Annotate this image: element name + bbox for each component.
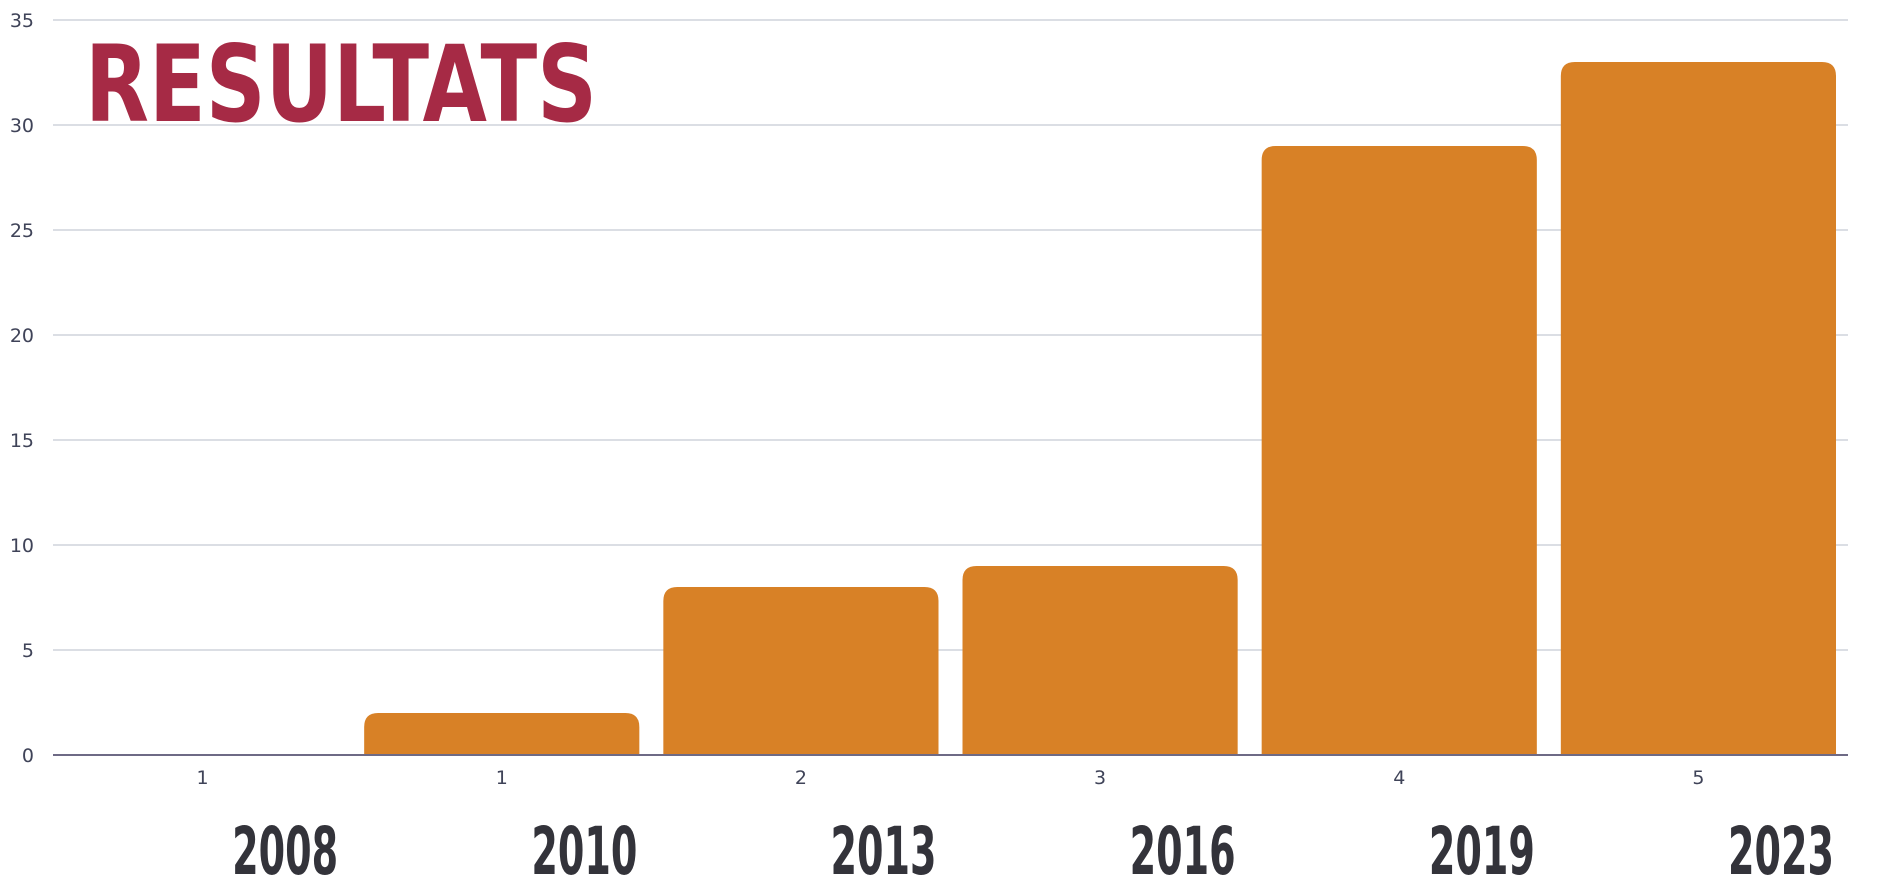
y-axis-ticks: 0 5 10 15 20 25 30 35 — [10, 10, 34, 767]
y-tick-label: 0 — [22, 745, 34, 767]
chart-title: RESULTATS — [85, 23, 597, 146]
gridlines — [53, 19, 1848, 651]
y-tick-label: 5 — [22, 640, 34, 662]
bar-2016 — [962, 566, 1238, 755]
x-tick-label: 3 — [1094, 767, 1106, 789]
x-tick-label: 5 — [1692, 767, 1704, 789]
year-label: 2019 — [1429, 813, 1535, 875]
y-tick-label: 30 — [10, 115, 34, 137]
year-label: 2008 — [232, 813, 338, 875]
year-label: 2013 — [831, 813, 937, 875]
x-tick-label: 2 — [795, 767, 807, 789]
y-tick-label: 35 — [10, 10, 34, 32]
x-tick-label: 4 — [1393, 767, 1405, 789]
bar-2010 — [364, 713, 640, 755]
y-tick-label: 20 — [10, 325, 34, 347]
x-tick-label: 1 — [496, 767, 508, 789]
x-tick-label: 1 — [197, 767, 209, 789]
year-label: 2023 — [1728, 813, 1834, 875]
y-tick-label: 25 — [10, 220, 34, 242]
bar-2019 — [1261, 146, 1537, 755]
bars — [364, 62, 1836, 755]
x-axis-ticks: 1 1 2 3 4 5 — [197, 767, 1705, 789]
y-tick-label: 10 — [10, 535, 34, 557]
y-tick-label: 15 — [10, 430, 34, 452]
year-labels: 2008 2010 2013 2016 2019 2023 — [232, 813, 1834, 875]
year-label: 2016 — [1130, 813, 1236, 875]
year-label: 2010 — [531, 813, 637, 875]
bar-2023 — [1560, 62, 1836, 755]
bar-2013 — [663, 587, 939, 755]
